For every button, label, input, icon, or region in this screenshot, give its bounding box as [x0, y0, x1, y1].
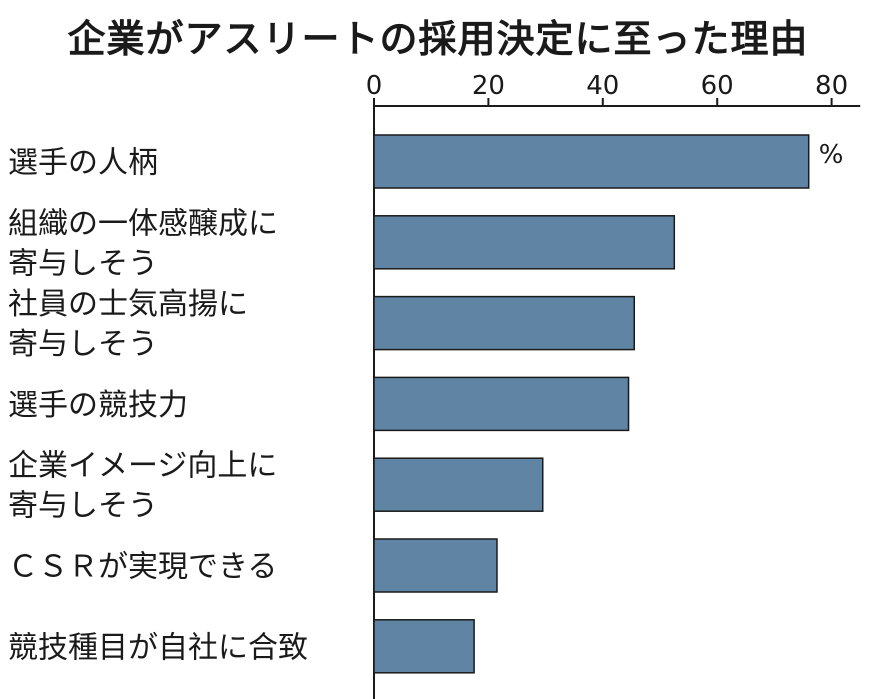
bar — [373, 215, 676, 270]
category-label: 寄与しそう — [8, 246, 158, 281]
category-label: 選手の競技力 — [8, 388, 188, 423]
bar — [373, 376, 630, 432]
category-label: 企業イメージ向上に — [8, 449, 277, 484]
category-label: 競技種目が自社に合致 — [8, 630, 308, 665]
x-tick-label: 60 — [701, 71, 734, 101]
category-label: 社員の士気高揚に — [8, 287, 248, 322]
x-tick-label: 0 — [366, 71, 383, 101]
category-label: ＣＳＲが実現できる — [8, 550, 277, 585]
bar — [373, 619, 475, 674]
bar — [373, 538, 498, 593]
category-label: 寄与しそう — [8, 489, 158, 524]
chart-title: 企業がアスリートの採用決定に至った理由 — [67, 17, 809, 61]
x-tick-label: 80 — [815, 71, 848, 101]
bar — [373, 457, 544, 512]
unit-label: % — [819, 140, 844, 170]
bar — [373, 134, 810, 189]
category-label: 組織の一体感醸成に — [8, 206, 278, 241]
x-tick-label: 20 — [472, 71, 505, 101]
category-label: 寄与しそう — [8, 327, 158, 362]
category-label: 選手の人柄 — [8, 146, 158, 181]
x-tick-label: 40 — [586, 71, 619, 101]
bar — [373, 295, 636, 351]
